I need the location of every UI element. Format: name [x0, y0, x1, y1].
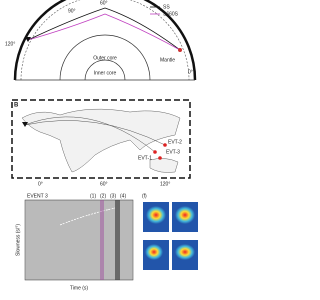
highlight: [100, 200, 104, 280]
station: [22, 122, 28, 127]
path: [24, 120, 166, 146]
phase-curve: [59, 207, 116, 226]
angle-label: 90°: [68, 8, 76, 14]
lon-label: 0°: [38, 181, 43, 187]
event: [158, 156, 162, 160]
station: [25, 37, 31, 42]
heatmap-peak: [175, 206, 195, 224]
legend-label: SS: [163, 4, 170, 10]
phase-label: (2): [100, 193, 106, 199]
event-label: EVT-1: [138, 155, 152, 161]
angle-label: 0°: [188, 69, 193, 75]
legend-label: S660S: [163, 11, 179, 17]
angle-label: 60°: [100, 0, 108, 6]
phase-label: (4): [120, 193, 126, 199]
event-label: EVT-2: [168, 139, 182, 145]
panel-tag: B: [14, 103, 19, 109]
panel-tag: (f): [142, 193, 147, 199]
region-label: Outer core: [93, 55, 117, 61]
event: [153, 150, 157, 154]
s660s-ray: [27, 13, 181, 51]
source: [178, 48, 182, 52]
panel-a: SS S660S 90° 60° 120° 0° Outer core Inne…: [5, 0, 197, 81]
highlight: [115, 200, 120, 280]
inner-core: [84, 59, 126, 81]
path: [24, 116, 156, 153]
panel-title: EVENT 3: [27, 193, 48, 199]
panel-c: EVENT 3 (1) (2) (3) (4) Time (s) Slownes…: [15, 193, 198, 291]
panel-b: B EVT-1 EVT-2 EVT-3 0° 60° 120°: [11, 99, 191, 187]
heatmap-peak: [146, 206, 166, 224]
y-axis-label: Slowness (s/°): [15, 224, 21, 256]
earth-surface: [13, 0, 197, 81]
angle-label: 120°: [5, 41, 15, 47]
x-axis-label: Time (s): [70, 285, 88, 291]
heatmap-peak: [175, 244, 195, 260]
figure: SS S660S 90° 60° 120° 0° Outer core Inne…: [5, 0, 198, 291]
heatmap-peak: [145, 244, 163, 260]
ss-ray: [27, 7, 181, 51]
region-label: Mantle: [160, 57, 175, 63]
phase-label: (3): [110, 193, 116, 199]
outer-core: [59, 34, 151, 81]
event: [163, 143, 167, 147]
region-label: Inner core: [94, 70, 117, 76]
lon-label: 60°: [100, 181, 108, 187]
event-label: EVT-3: [166, 149, 180, 155]
discontinuity: [20, 0, 190, 81]
lon-label: 120°: [160, 181, 170, 187]
landmass: [21, 108, 181, 173]
phase-label: (1): [90, 193, 96, 199]
